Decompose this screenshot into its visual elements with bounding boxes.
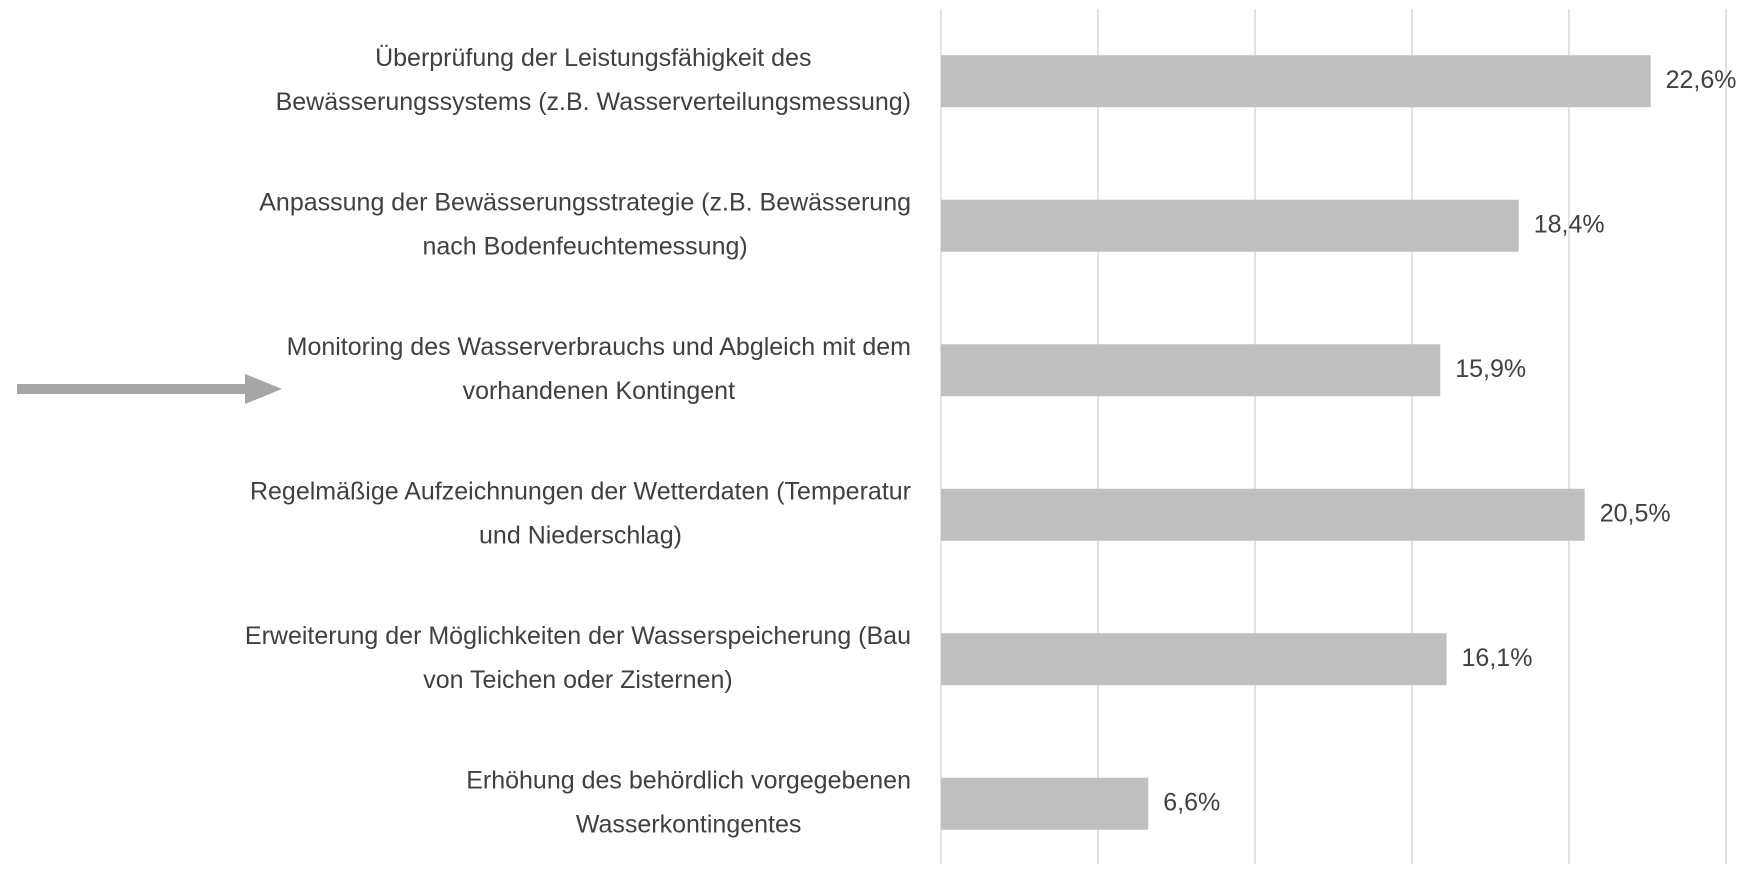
- category-label: nach Bodenfeuchtemessung): [423, 232, 748, 260]
- data-label: 18,4%: [1534, 210, 1605, 238]
- bar: [941, 344, 1441, 397]
- category-label: vorhandenen Kontingent: [463, 377, 736, 405]
- data-label: 20,5%: [1600, 499, 1671, 527]
- category-label: Überprüfung der Leistungsfähigkeit des: [375, 44, 811, 72]
- category-label: von Teichen oder Zisternen): [423, 666, 732, 694]
- category-label: und Niederschlag): [479, 521, 682, 549]
- category-label: Anpassung der Bewässerungsstrategie (z.B…: [259, 188, 911, 216]
- category-label: Wasserkontingentes: [576, 810, 802, 838]
- bar: [941, 488, 1585, 541]
- arrow: [17, 374, 282, 404]
- category-label: Bewässerungssystems (z.B. Wasserverteilu…: [276, 88, 911, 116]
- bar: [941, 777, 1149, 830]
- bar: [941, 633, 1447, 686]
- bar: [941, 55, 1651, 108]
- data-label: 16,1%: [1462, 644, 1533, 672]
- category-label: Regelmäßige Aufzeichnungen der Wetterdat…: [250, 477, 911, 505]
- data-label: 15,9%: [1455, 355, 1526, 383]
- bar: [941, 199, 1519, 252]
- category-label: Erweiterung der Möglichkeiten der Wasser…: [245, 622, 911, 650]
- category-label: Monitoring des Wasserverbrauchs und Abgl…: [287, 333, 911, 361]
- data-label: 6,6%: [1163, 788, 1220, 816]
- category-label: Erhöhung des behördlich vorgegebenen: [466, 766, 911, 794]
- data-label: 22,6%: [1666, 66, 1737, 94]
